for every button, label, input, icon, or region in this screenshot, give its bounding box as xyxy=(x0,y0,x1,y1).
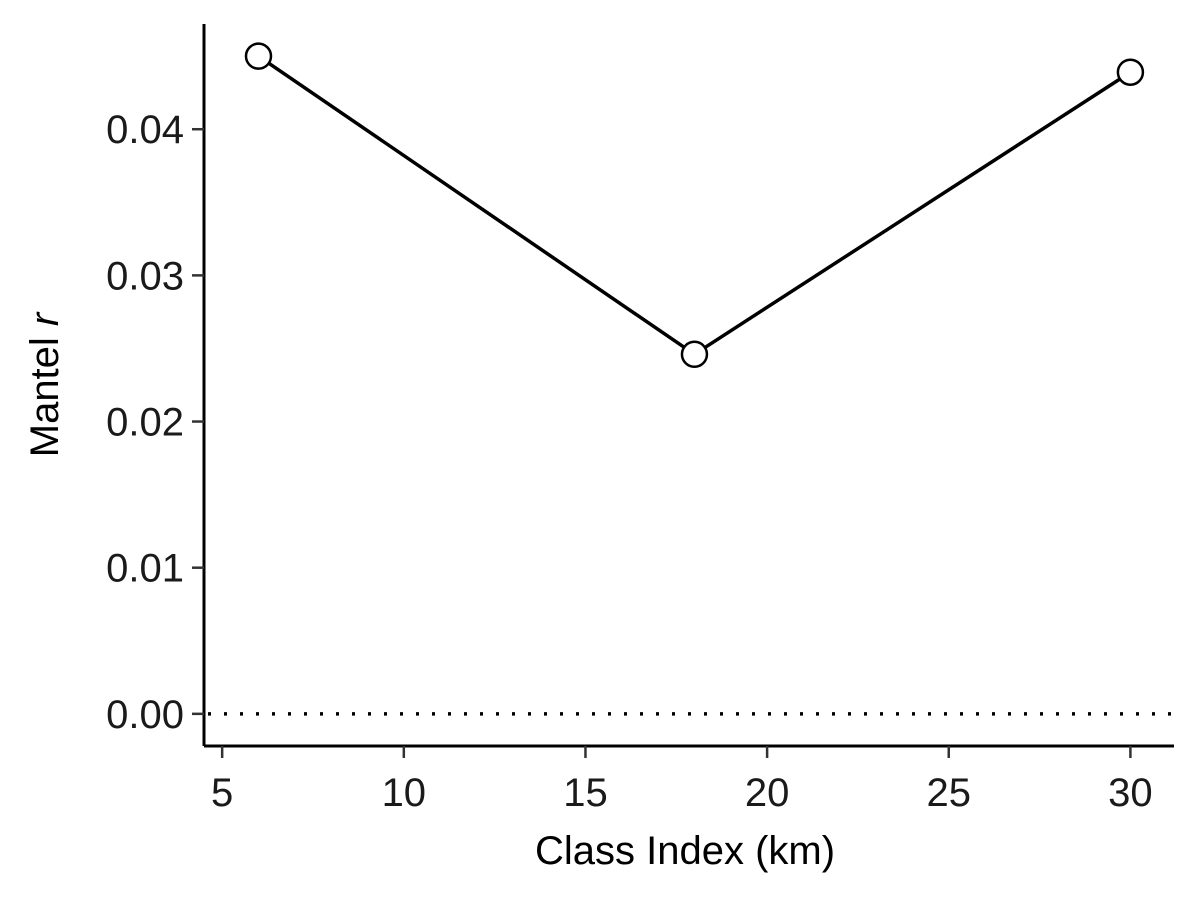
y-axis-title: Mantel r xyxy=(23,311,67,457)
plot-area xyxy=(208,42,1174,716)
x-axis-ticks: 5 10 15 20 25 30 xyxy=(211,746,1153,815)
y-tick-label: 0.01 xyxy=(106,547,184,591)
y-tick-label: 0.04 xyxy=(106,108,184,152)
axes: 5 10 15 20 25 30 0.00 0.01 0.02 0.03 0.04 xyxy=(106,24,1174,815)
x-tick-label: 5 xyxy=(211,771,233,815)
x-tick-label: 10 xyxy=(382,771,427,815)
data-point xyxy=(680,340,709,369)
x-tick-label: 30 xyxy=(1108,771,1153,815)
data-point xyxy=(1116,58,1145,86)
y-tick-label: 0.03 xyxy=(106,254,184,298)
y-axis-title-text: Mantel xyxy=(23,326,67,457)
x-tick-label: 25 xyxy=(927,771,972,815)
y-tick-label: 0.02 xyxy=(106,401,184,445)
y-axis-ticks: 0.00 0.01 0.02 0.03 0.04 xyxy=(106,108,204,737)
x-axis-title: Class Index (km) xyxy=(535,829,835,873)
data-point xyxy=(244,42,273,70)
y-tick-label: 0.00 xyxy=(106,693,184,737)
series-line xyxy=(257,54,1132,357)
y-axis-title-italic: r xyxy=(23,311,67,326)
x-tick-label: 20 xyxy=(745,771,790,815)
x-tick-label: 15 xyxy=(563,771,608,815)
